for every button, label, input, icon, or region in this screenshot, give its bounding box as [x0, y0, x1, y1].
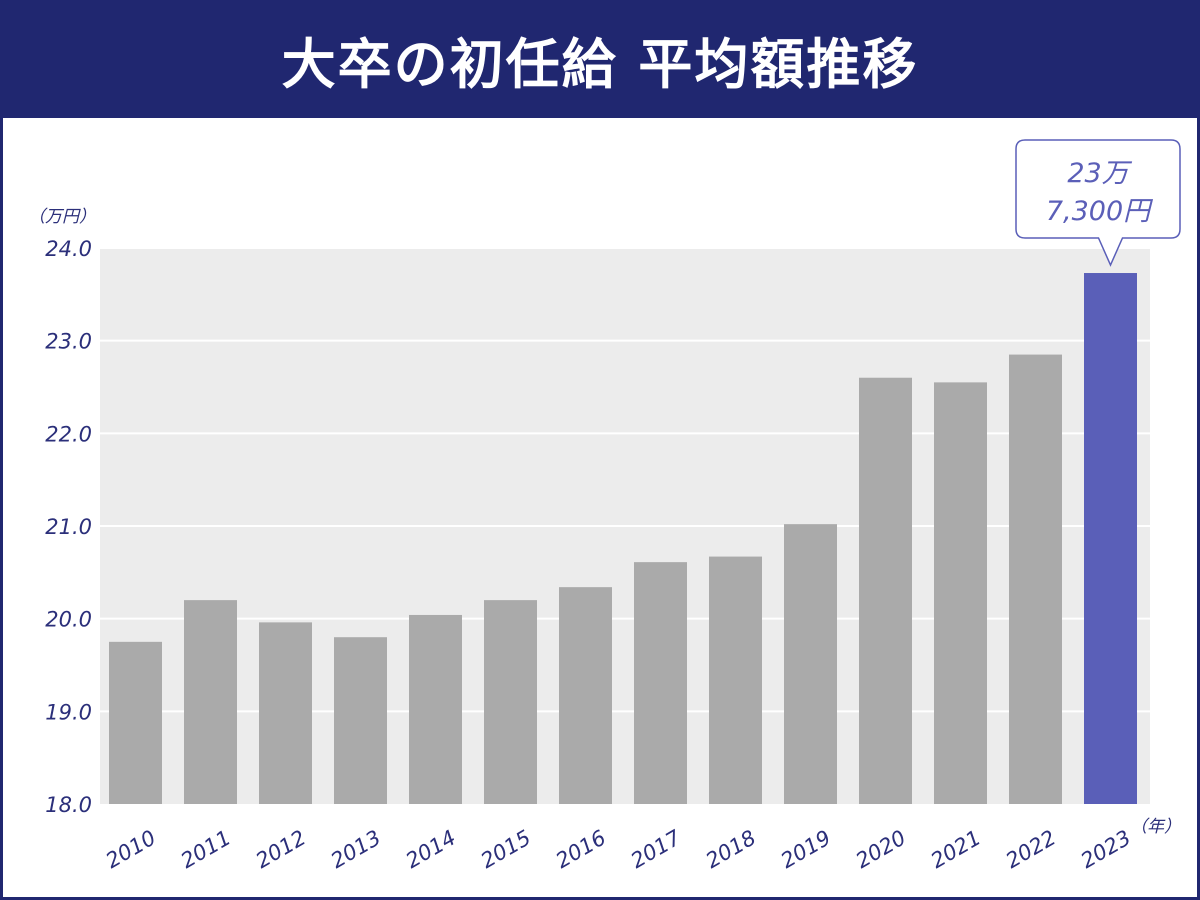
bar [1009, 354, 1062, 804]
callout-line-1: 23万 [1067, 158, 1132, 189]
x-tick-label: 2019 [777, 826, 835, 874]
bar [784, 524, 837, 804]
bar [559, 587, 612, 804]
y-tick-label: 21.0 [45, 515, 92, 539]
x-tick-label: 2014 [402, 826, 460, 874]
header-banner: 大卒の初任給 平均額推移 [0, 0, 1200, 118]
callout: 23万 7,300円 [1015, 139, 1181, 267]
bar [634, 562, 687, 804]
x-tick-label: 2012 [252, 826, 310, 874]
y-axis-unit-label: （万円） [28, 207, 96, 227]
bar [184, 600, 237, 804]
x-tick-label: 2022 [1002, 826, 1060, 874]
x-tick-label: 2017 [627, 825, 686, 873]
bar [709, 556, 762, 804]
chart-title: 大卒の初任給 平均額推移 [281, 32, 919, 96]
bar [934, 382, 987, 804]
bar [334, 637, 387, 804]
x-tick-label: 2018 [702, 826, 760, 874]
x-tick-label: 2010 [102, 826, 160, 874]
x-axis-unit-label: （年） [1130, 817, 1181, 837]
callout-line-2: 7,300円 [1046, 196, 1153, 227]
y-tick-label: 20.0 [45, 608, 92, 632]
bar [259, 622, 312, 804]
bars [109, 273, 1137, 804]
bar-highlight [1084, 273, 1137, 804]
y-tick-label: 19.0 [45, 700, 92, 724]
x-tick-label: 2016 [552, 826, 610, 874]
y-tick-labels: 18.0 19.0 20.0 21.0 22.0 23.0 24.0 [45, 237, 92, 817]
y-tick-label: 22.0 [45, 422, 92, 446]
y-tick-label: 18.0 [45, 793, 92, 817]
x-tick-label: 2011 [177, 826, 235, 874]
bar [484, 600, 537, 804]
bar [409, 614, 462, 804]
bar [859, 377, 912, 804]
callout-bubble [1015, 139, 1181, 267]
x-tick-labels: 2010 2011 2012 2013 2014 2015 2016 2017 2018 2019… [102, 825, 1135, 873]
y-tick-label: 23.0 [45, 330, 92, 354]
y-tick-label: 24.0 [45, 237, 92, 261]
x-tick-label: 2023 [1077, 826, 1135, 874]
x-tick-label: 2021 [927, 826, 985, 874]
x-tick-label: 2015 [477, 826, 535, 874]
x-tick-label: 2013 [327, 826, 385, 874]
bar [109, 641, 162, 804]
x-tick-label: 2020 [852, 826, 910, 874]
